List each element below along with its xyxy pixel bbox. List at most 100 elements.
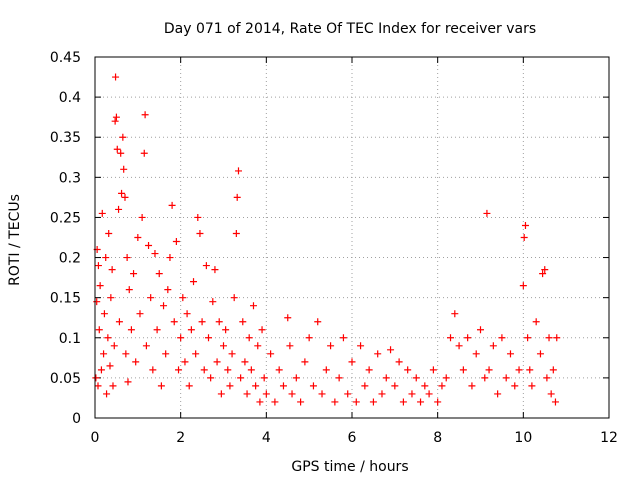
data-point xyxy=(125,286,133,294)
data-point xyxy=(215,318,223,326)
data-point xyxy=(230,294,238,302)
data-point xyxy=(194,213,202,221)
data-point xyxy=(211,266,219,274)
data-point xyxy=(102,254,110,262)
data-point xyxy=(132,358,140,366)
data-point xyxy=(190,278,198,286)
data-point xyxy=(412,374,420,382)
data-point xyxy=(404,366,412,374)
data-point xyxy=(93,298,101,306)
data-point xyxy=(521,221,529,229)
data-point xyxy=(395,358,403,366)
data-point xyxy=(369,398,377,406)
y-tick-label: 0.2 xyxy=(59,251,81,267)
data-point xyxy=(361,382,369,390)
data-point xyxy=(155,270,163,278)
data-point xyxy=(502,374,510,382)
y-tick-label: 0.15 xyxy=(50,291,81,307)
y-tick-label: 0.3 xyxy=(59,170,81,186)
data-point xyxy=(117,149,125,157)
data-point xyxy=(162,350,170,358)
data-point xyxy=(112,73,120,81)
data-point xyxy=(111,117,119,125)
data-point xyxy=(123,254,131,262)
data-point xyxy=(284,314,292,322)
data-point xyxy=(213,358,221,366)
data-point xyxy=(543,374,551,382)
data-point xyxy=(168,201,176,209)
y-tick-label: 0.4 xyxy=(59,90,81,106)
data-point xyxy=(378,390,386,398)
data-point xyxy=(209,298,217,306)
x-tick-label: 2 xyxy=(176,430,185,446)
data-point xyxy=(140,149,148,157)
y-axis-title: ROTI / TECUs xyxy=(7,194,23,286)
y-tick-label: 0.25 xyxy=(50,210,81,226)
data-point xyxy=(226,382,234,390)
data-point xyxy=(149,366,157,374)
data-point xyxy=(96,282,104,290)
data-point xyxy=(106,362,114,370)
data-point xyxy=(286,342,294,350)
data-point xyxy=(134,234,142,241)
data-point xyxy=(122,350,130,358)
x-tick-label: 8 xyxy=(433,430,442,446)
data-point xyxy=(374,350,382,358)
data-point xyxy=(245,334,253,342)
data-point xyxy=(256,398,264,406)
data-point xyxy=(145,242,153,250)
data-point xyxy=(260,374,268,382)
data-point xyxy=(110,342,118,350)
data-point xyxy=(305,334,313,342)
data-point xyxy=(279,382,287,390)
data-point xyxy=(115,205,123,213)
data-point xyxy=(232,229,240,237)
data-point xyxy=(382,374,390,382)
data-point xyxy=(107,294,115,302)
data-point xyxy=(524,334,532,342)
data-point xyxy=(179,294,187,302)
data-point xyxy=(526,366,534,374)
data-point xyxy=(160,302,168,310)
data-point xyxy=(335,374,343,382)
data-point xyxy=(429,366,437,374)
data-point xyxy=(109,382,117,390)
data-point xyxy=(94,382,102,390)
data-point xyxy=(105,229,113,237)
data-point xyxy=(519,282,527,290)
data-point xyxy=(485,366,493,374)
data-point xyxy=(472,350,480,358)
data-point xyxy=(267,350,275,358)
data-point xyxy=(498,334,506,342)
data-point xyxy=(318,390,326,398)
y-tick-label: 0.45 xyxy=(50,50,81,66)
data-point xyxy=(177,334,185,342)
data-point xyxy=(314,318,322,326)
data-point xyxy=(181,358,189,366)
data-point xyxy=(532,318,540,326)
data-point xyxy=(196,229,204,237)
data-point xyxy=(468,382,476,390)
data-point xyxy=(98,209,106,217)
data-point xyxy=(233,193,241,201)
data-point xyxy=(234,167,242,175)
data-point xyxy=(365,366,373,374)
data-point xyxy=(297,398,305,406)
data-point xyxy=(528,382,536,390)
data-point xyxy=(187,326,195,334)
data-point xyxy=(141,111,149,119)
data-point xyxy=(153,326,161,334)
data-point xyxy=(417,398,425,406)
data-point xyxy=(464,334,472,342)
data-point xyxy=(151,250,159,258)
data-point xyxy=(258,326,266,334)
data-point xyxy=(170,318,178,326)
data-point xyxy=(275,366,283,374)
data-point xyxy=(119,133,127,141)
data-point xyxy=(136,310,144,318)
chart-title: Day 071 of 2014, Rate Of TEC Index for r… xyxy=(164,21,536,37)
data-point xyxy=(551,398,559,406)
data-point xyxy=(536,350,544,358)
x-axis-title: GPS time / hours xyxy=(291,459,408,475)
data-point xyxy=(222,326,230,334)
